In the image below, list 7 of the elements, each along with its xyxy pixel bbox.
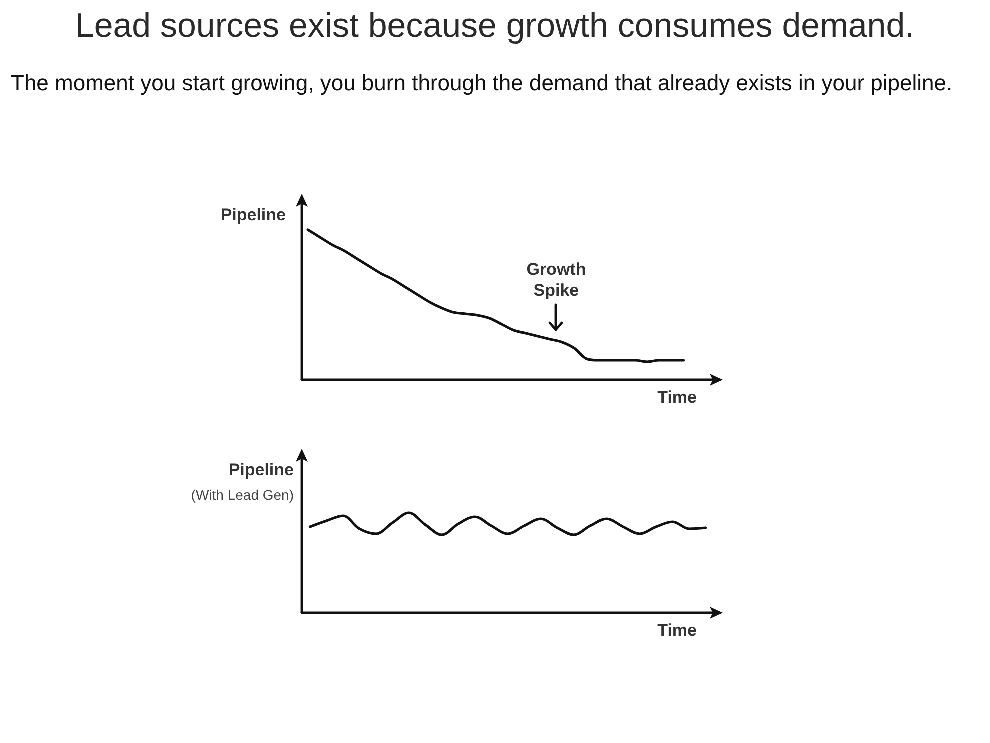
annotation: Growth Spike: [526, 258, 588, 301]
y-axis-title: Pipeline: [220, 206, 286, 224]
chart-subtitle: The moment you start growing, you burn through the demand that already exists in your pipeline.: [11, 70, 953, 96]
x-axis-title: Time: [658, 621, 697, 640]
x-axis-title: Time: [658, 388, 697, 407]
chart-title: Lead sources exist because growth consumes demand.: [75, 7, 915, 45]
y-axis-title: Pipeline (With Lead Gen): [191, 460, 294, 503]
